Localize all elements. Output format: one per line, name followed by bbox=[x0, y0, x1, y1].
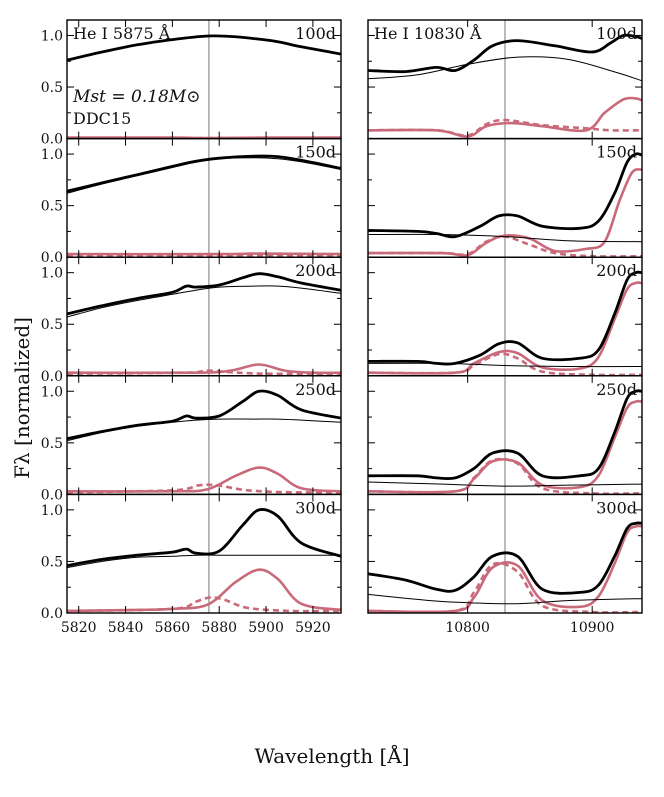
y-tick-label: 0.0 bbox=[41, 132, 63, 148]
he-contribution-curve bbox=[67, 252, 341, 256]
continuum-curve bbox=[67, 554, 341, 569]
continuum-curve bbox=[67, 157, 341, 194]
panel-curves bbox=[67, 272, 341, 376]
panel-curves bbox=[368, 152, 642, 258]
y-tick-label: 0.5 bbox=[41, 317, 63, 333]
panel-right-200d: 200d bbox=[367, 256, 643, 377]
y-tick-label: 1.0 bbox=[41, 28, 63, 44]
epoch-label: 100d bbox=[295, 24, 336, 43]
x-tick-label: 5860 bbox=[155, 620, 191, 636]
he-contribution-curve bbox=[67, 466, 341, 493]
x-tick-label: 5900 bbox=[248, 620, 284, 636]
total-spectrum-curve bbox=[368, 33, 642, 74]
y-tick-label: 1.0 bbox=[41, 384, 63, 400]
he-nonthermal-dashed-curve bbox=[368, 118, 642, 137]
epoch-label: 150d bbox=[295, 143, 336, 162]
line-label: He I 5875 Å bbox=[73, 23, 171, 43]
panel-right-150d: 150d bbox=[367, 137, 643, 258]
total-spectrum-curve bbox=[67, 508, 341, 567]
model-annotation: DDC15 bbox=[73, 109, 131, 128]
panel-curves bbox=[67, 389, 341, 494]
mass-annotation: Mst = 0.18M⊙ bbox=[72, 87, 201, 107]
total-spectrum-curve bbox=[67, 154, 341, 193]
epoch-label: 100d bbox=[596, 24, 637, 43]
epoch-label: 300d bbox=[295, 498, 336, 517]
x-tick-label: 5840 bbox=[108, 620, 144, 636]
y-tick-label: 0.5 bbox=[41, 199, 63, 215]
total-spectrum-curve bbox=[368, 270, 642, 366]
panel-right-300d: 300d 10800 10900 bbox=[367, 493, 643, 636]
epoch-label: 250d bbox=[596, 380, 637, 399]
panel-curves bbox=[368, 389, 642, 495]
continuum-curve bbox=[368, 593, 642, 605]
continuum-curve bbox=[368, 56, 642, 82]
x-tick-label: 5880 bbox=[201, 620, 237, 636]
he-contribution-curve bbox=[368, 96, 642, 138]
he-nonthermal-dashed-curve bbox=[368, 457, 642, 495]
y-tick-label: 0.0 bbox=[41, 369, 63, 385]
he-nonthermal-dashed-curve bbox=[368, 352, 642, 376]
panel-curves bbox=[368, 521, 642, 613]
continuum-curve bbox=[368, 481, 642, 487]
continuum-curve bbox=[368, 233, 642, 243]
column-left: 0.0 0.5 1.0 100d He I 5875 Å Mst = 0.18M⊙ DDC1… bbox=[41, 19, 342, 636]
panel-left-200d: 0.0 0.5 1.0 200d bbox=[41, 256, 342, 385]
x-tick-label: 5820 bbox=[61, 620, 97, 636]
y-axis-label: Fλ [normalized] bbox=[10, 317, 34, 479]
line-label: He I 10830 Å bbox=[374, 23, 482, 43]
he-contribution-curve bbox=[368, 281, 642, 375]
he-contribution-curve bbox=[67, 568, 341, 613]
panel-frame bbox=[66, 493, 342, 614]
x-tick-label: 10800 bbox=[445, 620, 490, 636]
continuum-curve bbox=[67, 285, 341, 318]
y-tick-label: 0.5 bbox=[41, 436, 63, 452]
epoch-label: 200d bbox=[295, 261, 336, 280]
panel-frame bbox=[367, 493, 643, 614]
panel-left-100d: 0.0 0.5 1.0 100d He I 5875 Å Mst = 0.18M⊙ DDC1… bbox=[41, 19, 342, 148]
total-spectrum-curve bbox=[67, 389, 341, 441]
epoch-label: 150d bbox=[596, 143, 637, 162]
y-tick-label: 0.0 bbox=[41, 606, 63, 622]
he-contribution-curve bbox=[368, 168, 642, 257]
panel-right-250d: 250d bbox=[367, 375, 643, 496]
panel-curves bbox=[368, 270, 642, 376]
column-right: 100d He I 10830 Å 150d 200d 250d 300d 10800 109… bbox=[367, 19, 643, 636]
continuum-curve bbox=[368, 362, 642, 368]
x-tick-label: 5920 bbox=[295, 620, 331, 636]
panel-curves bbox=[67, 508, 341, 613]
epoch-label: 300d bbox=[596, 498, 637, 517]
panel-curves bbox=[67, 154, 341, 258]
total-spectrum-curve bbox=[67, 272, 341, 316]
y-tick-label: 0.5 bbox=[41, 80, 63, 96]
x-axis-label: Wavelength [Å] bbox=[254, 744, 410, 768]
y-tick-label: 1.0 bbox=[41, 147, 63, 163]
total-spectrum-curve bbox=[368, 389, 642, 481]
y-tick-label: 1.0 bbox=[41, 503, 63, 519]
panel-curves bbox=[368, 33, 642, 138]
y-tick-label: 0.5 bbox=[41, 554, 63, 570]
epoch-label: 250d bbox=[295, 380, 336, 399]
panel-left-250d: 0.0 0.5 1.0 250d bbox=[41, 375, 342, 503]
x-tick-label: 10900 bbox=[570, 620, 615, 636]
y-tick-label: 1.0 bbox=[41, 266, 63, 282]
y-tick-label: 0.0 bbox=[41, 487, 63, 503]
total-spectrum-curve bbox=[368, 521, 642, 595]
panel-right-100d: 100d He I 10830 Å bbox=[367, 19, 643, 140]
panel-left-150d: 0.0 0.5 1.0 150d bbox=[41, 137, 342, 266]
he-contribution-curve bbox=[368, 399, 642, 494]
he-contribution-curve bbox=[67, 363, 341, 375]
he-nonthermal-dashed-curve bbox=[67, 254, 341, 258]
total-spectrum-curve bbox=[67, 34, 341, 62]
epoch-label: 200d bbox=[596, 261, 637, 280]
he-nonthermal-dashed-curve bbox=[368, 561, 642, 613]
y-tick-label: 0.0 bbox=[41, 250, 63, 266]
panel-left-300d: 0.0 0.5 1.0 300d 5820 5840 5860 5880 5900 5920 bbox=[41, 493, 342, 636]
total-spectrum-curve bbox=[368, 152, 642, 239]
